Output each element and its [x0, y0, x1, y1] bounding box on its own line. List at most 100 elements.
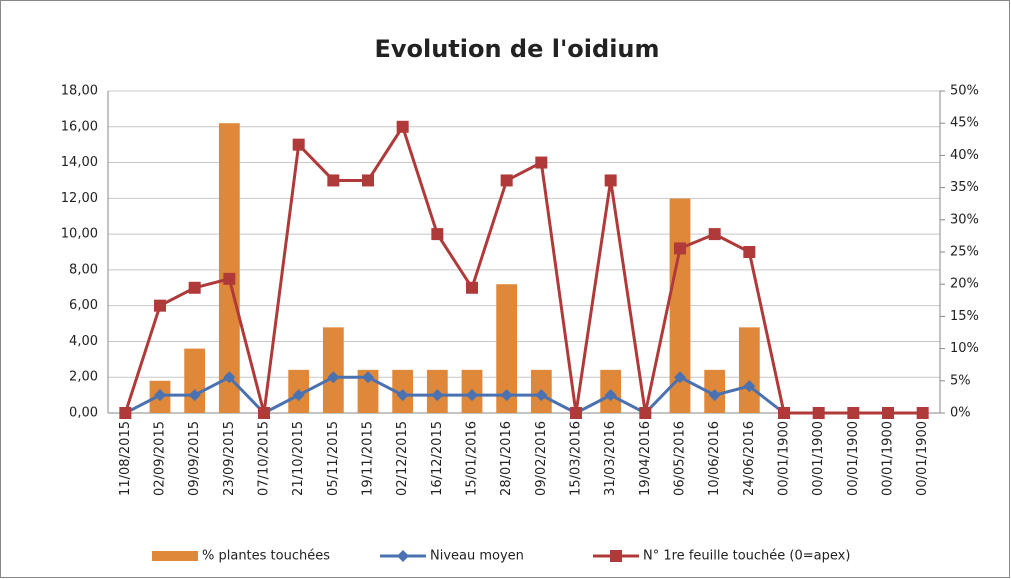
- marker: [812, 407, 825, 419]
- y2-tick-label: 40%: [950, 148, 979, 163]
- y-tick-label: 6,00: [69, 298, 98, 313]
- x-tick-label: 09/02/2016: [534, 421, 549, 496]
- x-tick-label: 07/10/2015: [257, 421, 272, 496]
- marker: [362, 174, 374, 187]
- x-tick-label: 02/09/2015: [153, 421, 168, 496]
- marker: [674, 371, 686, 384]
- x-tick-label: 21/10/2015: [291, 421, 306, 496]
- marker: [154, 389, 166, 402]
- marker: [258, 407, 270, 419]
- marker: [223, 272, 236, 285]
- marker: [223, 371, 236, 384]
- marker: [604, 389, 617, 402]
- marker: [604, 174, 617, 187]
- legend-marker: [397, 550, 409, 562]
- bar: [496, 284, 518, 413]
- marker: [570, 407, 582, 419]
- marker: [292, 138, 305, 151]
- y2-tick-label: 50%: [950, 84, 979, 99]
- x-tick-label: 00/01/1900: [811, 421, 826, 496]
- marker: [119, 407, 132, 419]
- marker: [743, 380, 756, 393]
- bar: [218, 123, 240, 413]
- marker: [362, 371, 374, 384]
- legend-item: % plantes touchées: [152, 549, 330, 564]
- x-tick-label: 15/01/2016: [465, 421, 480, 496]
- marker: [708, 389, 721, 402]
- x-tick-label: 19/04/2016: [638, 421, 653, 496]
- y2-tick-label: 45%: [950, 116, 979, 131]
- x-tick-label: 00/01/1900: [881, 421, 896, 496]
- y2-tick-label: 15%: [950, 309, 979, 324]
- x-tick-label: 23/09/2015: [222, 421, 237, 496]
- y-tick-label: 18,00: [61, 84, 98, 99]
- y2-tick-label: 5%: [950, 373, 971, 388]
- x-tick-label: 10/06/2016: [707, 421, 722, 496]
- marker: [847, 407, 860, 419]
- marker: [466, 389, 478, 402]
- x-tick-label: 06/05/2016: [673, 421, 688, 496]
- chart-title: Evolution de l'oidium: [374, 35, 659, 63]
- marker: [916, 407, 929, 419]
- legend-label: Niveau moyen: [430, 549, 524, 564]
- legend-label: N° 1re feuille touchée (0=apex): [643, 549, 850, 564]
- marker: [154, 299, 166, 312]
- marker: [535, 156, 548, 169]
- x-tick-label: 24/06/2016: [742, 421, 757, 496]
- y-tick-label: 14,00: [61, 155, 98, 170]
- marker: [396, 120, 409, 133]
- legend-swatch: [152, 551, 198, 561]
- y-tick-label: 0,00: [69, 406, 98, 421]
- marker: [292, 389, 305, 402]
- marker: [431, 389, 444, 402]
- marker: [500, 389, 513, 402]
- y-tick-label: 2,00: [69, 370, 98, 385]
- marker: [743, 246, 756, 258]
- y-tick-label: 8,00: [69, 262, 98, 277]
- marker: [708, 228, 721, 241]
- y2-tick-label: 20%: [950, 277, 979, 292]
- x-tick-label: 19/11/2015: [361, 421, 376, 496]
- legend-item: N° 1re feuille touchée (0=apex): [593, 549, 850, 564]
- marker: [396, 389, 409, 402]
- legend-marker: [610, 550, 622, 562]
- x-tick-label: 00/01/1900: [777, 421, 792, 496]
- y-tick-label: 10,00: [61, 227, 98, 242]
- y2-tick-label: 35%: [950, 180, 979, 195]
- marker: [535, 389, 548, 402]
- marker: [431, 228, 444, 241]
- bar: [184, 348, 206, 413]
- y-tick-label: 16,00: [61, 119, 98, 134]
- x-tick-label: 05/11/2015: [326, 421, 341, 496]
- marker: [882, 407, 894, 419]
- legend-item: Niveau moyen: [380, 549, 524, 564]
- x-tick-label: 00/01/1900: [915, 421, 930, 496]
- marker: [188, 389, 201, 402]
- marker: [778, 407, 790, 419]
- x-tick-label: 28/01/2016: [499, 421, 514, 496]
- x-tick-label: 15/03/2016: [569, 421, 584, 496]
- bar: [738, 327, 760, 413]
- y2-tick-label: 25%: [950, 245, 979, 260]
- x-tick-label: 09/09/2015: [187, 421, 202, 496]
- marker: [188, 281, 201, 294]
- x-tick-label: 31/03/2016: [603, 421, 618, 496]
- marker: [466, 281, 478, 294]
- marker: [500, 174, 513, 187]
- x-tick-label: 00/01/1900: [846, 421, 861, 496]
- marker: [639, 407, 652, 419]
- marker: [327, 174, 340, 187]
- marker: [327, 371, 340, 384]
- marker: [674, 242, 686, 255]
- y2-tick-label: 10%: [950, 341, 979, 356]
- y2-tick-label: 30%: [950, 212, 979, 227]
- bar: [322, 327, 344, 413]
- x-tick-label: 02/12/2015: [395, 421, 410, 496]
- x-tick-label: 16/12/2015: [430, 421, 445, 496]
- legend-label: % plantes touchées: [202, 549, 330, 564]
- y2-tick-label: 0%: [950, 406, 971, 421]
- y-tick-label: 12,00: [61, 191, 98, 206]
- y-tick-label: 4,00: [69, 334, 98, 349]
- x-tick-label: 11/08/2015: [118, 421, 133, 496]
